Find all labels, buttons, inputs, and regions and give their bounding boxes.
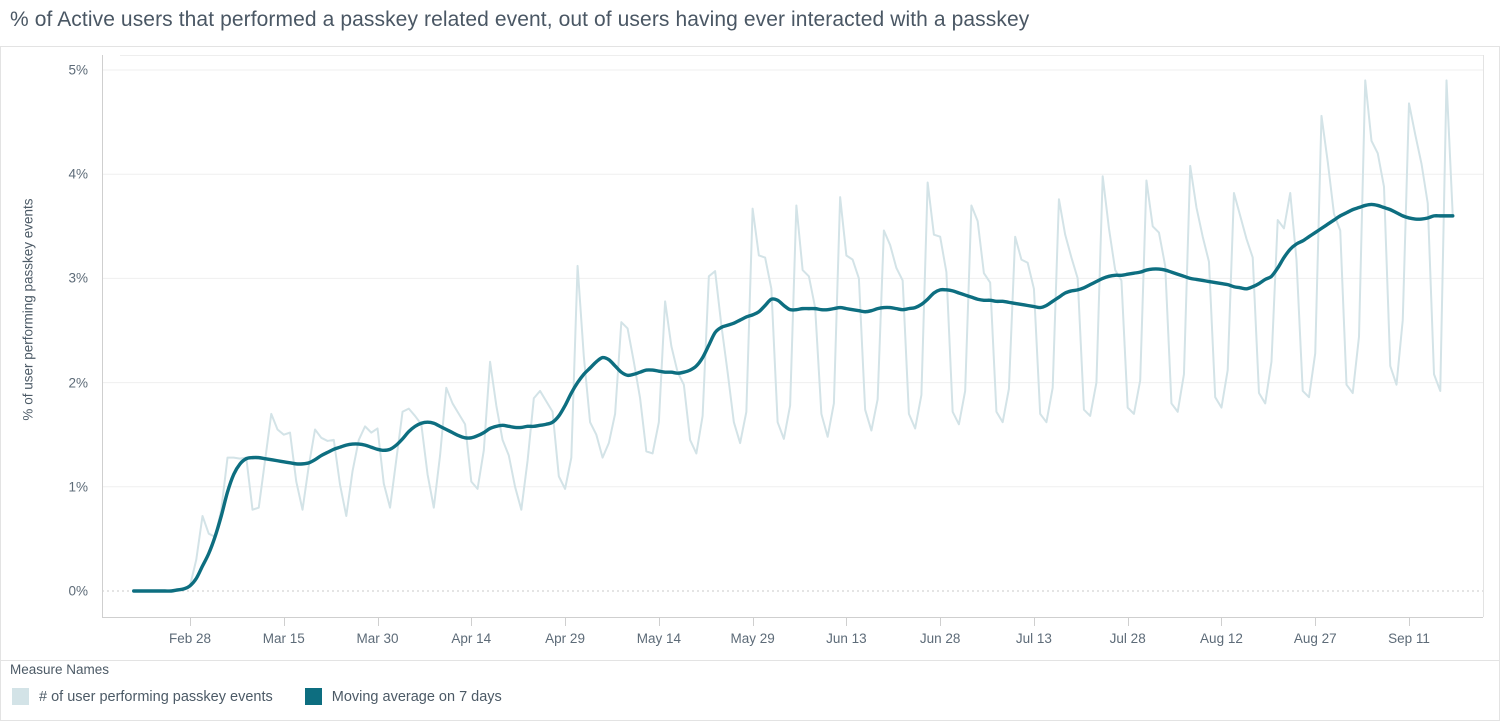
x-tick-label: Apr 29 [545, 631, 585, 646]
y-tick-label: 2% [68, 375, 88, 391]
chart-canvas [102, 69, 1483, 593]
y-tick-label: 4% [68, 166, 88, 182]
x-axis-line [102, 617, 1483, 618]
x-tick-label: Jun 28 [919, 631, 961, 646]
page-title: % of Active users that performed a passk… [10, 8, 1030, 31]
x-tick-mark [1315, 618, 1317, 626]
x-tick-label: Feb 28 [168, 631, 212, 646]
x-tick-mark [1033, 618, 1035, 626]
x-tick-label: May 14 [636, 631, 681, 646]
x-tick-label: Mar 30 [356, 631, 399, 646]
x-tick-label: Apr 14 [451, 631, 492, 646]
plot-top-border [120, 55, 1483, 56]
legend-item[interactable]: Moving average on 7 days [304, 688, 502, 705]
x-tick-mark [1221, 618, 1223, 626]
x-tick-label: Mar 15 [262, 631, 305, 646]
x-tick-label: Aug 12 [1200, 631, 1243, 646]
legend-item[interactable]: # of user performing passkey events [12, 688, 273, 705]
x-tick-mark [377, 618, 379, 626]
legend-swatch-raw [12, 688, 29, 705]
x-tick-mark [1409, 618, 1410, 626]
x-tick-mark [1127, 618, 1129, 626]
y-tick-label: 5% [68, 62, 88, 78]
plot-area: % of user performing passkey events 0% 1%… [0, 47, 1500, 660]
y-tick-label: 3% [68, 270, 88, 286]
title-divider [0, 46, 1500, 47]
x-tick-label: May 29 [730, 631, 775, 646]
x-tick-mark [940, 618, 942, 626]
legend-items: # of user performing passkey events Movin… [12, 688, 534, 705]
series-raw-events [132, 79, 1454, 592]
legend-divider [0, 660, 1500, 661]
x-tick-label: Sep 11 [1388, 631, 1430, 646]
y-tick-label: 1% [68, 479, 88, 495]
legend-title: Measure Names [10, 662, 110, 677]
x-tick-mark [752, 618, 754, 626]
x-tick-mark [658, 618, 660, 626]
x-tick-label: Aug 27 [1293, 631, 1337, 646]
plot-right-border [1483, 55, 1484, 617]
x-tick-mark [471, 618, 473, 626]
x-tick-mark [190, 618, 191, 626]
legend-item-label: Moving average on 7 days [331, 688, 502, 705]
x-tick-mark [283, 618, 285, 626]
legend-item-label: # of user performing passkey events [39, 688, 273, 705]
x-tick-label: Jul 28 [1109, 631, 1146, 646]
x-tick-mark [565, 618, 567, 626]
legend-swatch-moving-average [304, 688, 322, 705]
x-tick-label: Jul 13 [1015, 631, 1052, 646]
y-axis-line [102, 55, 103, 617]
x-tick-label: Jun 13 [826, 631, 867, 646]
y-tick-label: 0% [68, 583, 88, 599]
x-tick-mark [846, 618, 848, 626]
series-moving-average [132, 202, 1455, 593]
frame-left-border [0, 47, 1, 721]
